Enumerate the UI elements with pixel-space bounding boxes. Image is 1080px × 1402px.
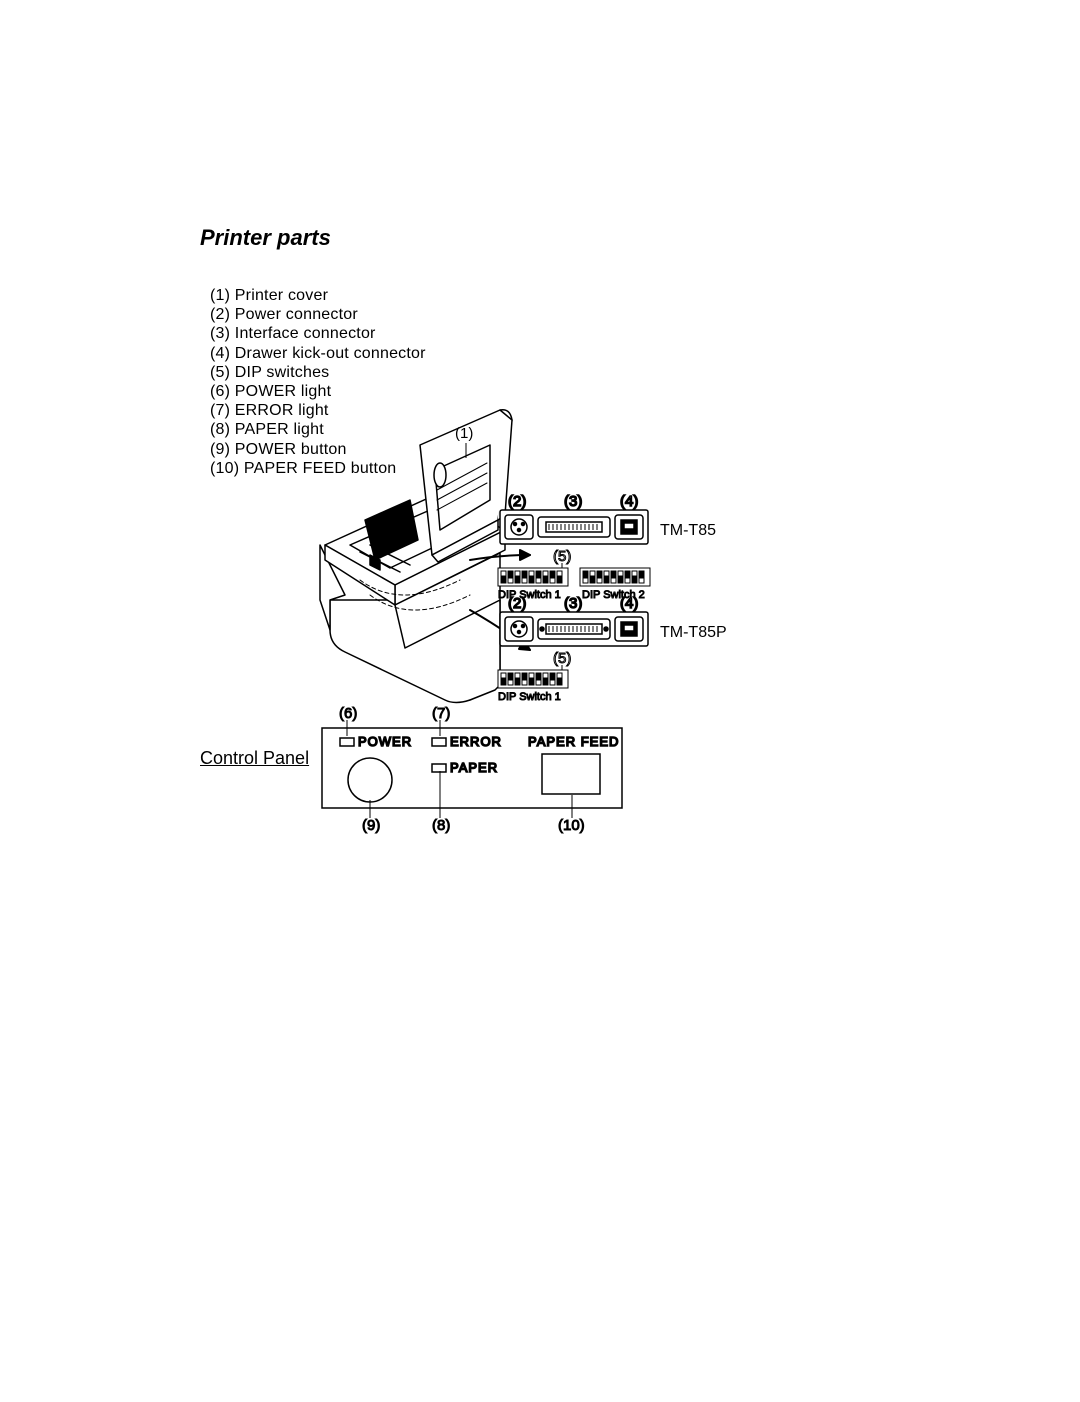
part-3: (3) Interface connector (210, 324, 900, 343)
part-9: (9) POWER button (210, 440, 900, 459)
part-10: (10) PAPER FEED button (210, 459, 900, 478)
part-5: (5) DIP switches (210, 363, 900, 382)
part-1: (1) Printer cover (210, 286, 900, 305)
svg-text:(9): (9) (362, 817, 380, 834)
part-6: (6) POWER light (210, 382, 900, 401)
part-2: (2) Power connector (210, 305, 900, 324)
part-8: (8) PAPER light (210, 420, 900, 439)
svg-text:(8): (8) (432, 817, 450, 834)
part-7: (7) ERROR light (210, 401, 900, 420)
svg-text:(10): (10) (558, 817, 585, 834)
control-panel-heading: Control Panel (200, 748, 900, 769)
section-title: Printer parts (200, 225, 900, 251)
part-4: (4) Drawer kick-out connector (210, 344, 900, 363)
parts-list: (1) Printer cover (2) Power connector (3… (210, 286, 900, 478)
